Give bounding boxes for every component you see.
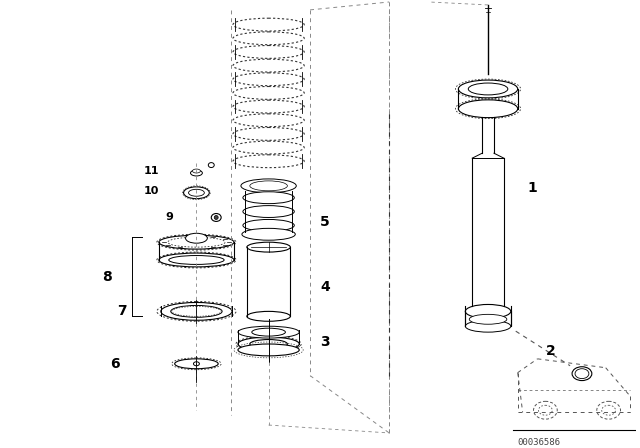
Ellipse shape <box>193 362 200 366</box>
Ellipse shape <box>169 255 224 264</box>
Ellipse shape <box>238 326 300 338</box>
Ellipse shape <box>465 305 511 318</box>
Ellipse shape <box>241 179 296 193</box>
Ellipse shape <box>458 80 518 98</box>
Text: 4: 4 <box>320 280 330 294</box>
Ellipse shape <box>214 215 218 220</box>
Text: 6: 6 <box>111 357 120 371</box>
Ellipse shape <box>238 344 300 356</box>
Text: 11: 11 <box>144 166 159 176</box>
Text: 9: 9 <box>166 212 173 223</box>
Ellipse shape <box>575 369 589 379</box>
Ellipse shape <box>175 359 218 369</box>
Ellipse shape <box>243 192 294 204</box>
Ellipse shape <box>171 306 222 317</box>
Ellipse shape <box>252 328 285 336</box>
Text: 10: 10 <box>144 186 159 196</box>
Ellipse shape <box>469 314 507 324</box>
Ellipse shape <box>238 337 300 351</box>
Ellipse shape <box>191 170 202 176</box>
Ellipse shape <box>189 190 204 196</box>
Ellipse shape <box>242 228 295 240</box>
Text: 3: 3 <box>320 335 330 349</box>
Text: 7: 7 <box>117 304 127 319</box>
Ellipse shape <box>159 235 234 249</box>
Ellipse shape <box>247 311 291 321</box>
Ellipse shape <box>538 405 552 415</box>
Ellipse shape <box>468 83 508 95</box>
Text: 1: 1 <box>527 181 538 195</box>
Ellipse shape <box>247 242 291 252</box>
Text: 00036586: 00036586 <box>518 438 561 447</box>
Ellipse shape <box>211 214 221 221</box>
Ellipse shape <box>250 181 287 191</box>
Ellipse shape <box>243 206 294 217</box>
Ellipse shape <box>243 220 294 231</box>
Ellipse shape <box>186 233 207 243</box>
Ellipse shape <box>458 100 518 118</box>
Ellipse shape <box>250 340 287 349</box>
Ellipse shape <box>208 163 214 168</box>
Ellipse shape <box>184 187 209 199</box>
Text: 8: 8 <box>102 270 112 284</box>
Ellipse shape <box>161 302 232 320</box>
Ellipse shape <box>596 401 621 419</box>
Ellipse shape <box>534 401 557 419</box>
Text: 5: 5 <box>320 215 330 229</box>
Ellipse shape <box>602 405 616 415</box>
Ellipse shape <box>159 253 234 267</box>
Ellipse shape <box>465 320 511 332</box>
Ellipse shape <box>193 169 200 173</box>
Text: 2: 2 <box>545 344 555 358</box>
Ellipse shape <box>572 367 592 380</box>
